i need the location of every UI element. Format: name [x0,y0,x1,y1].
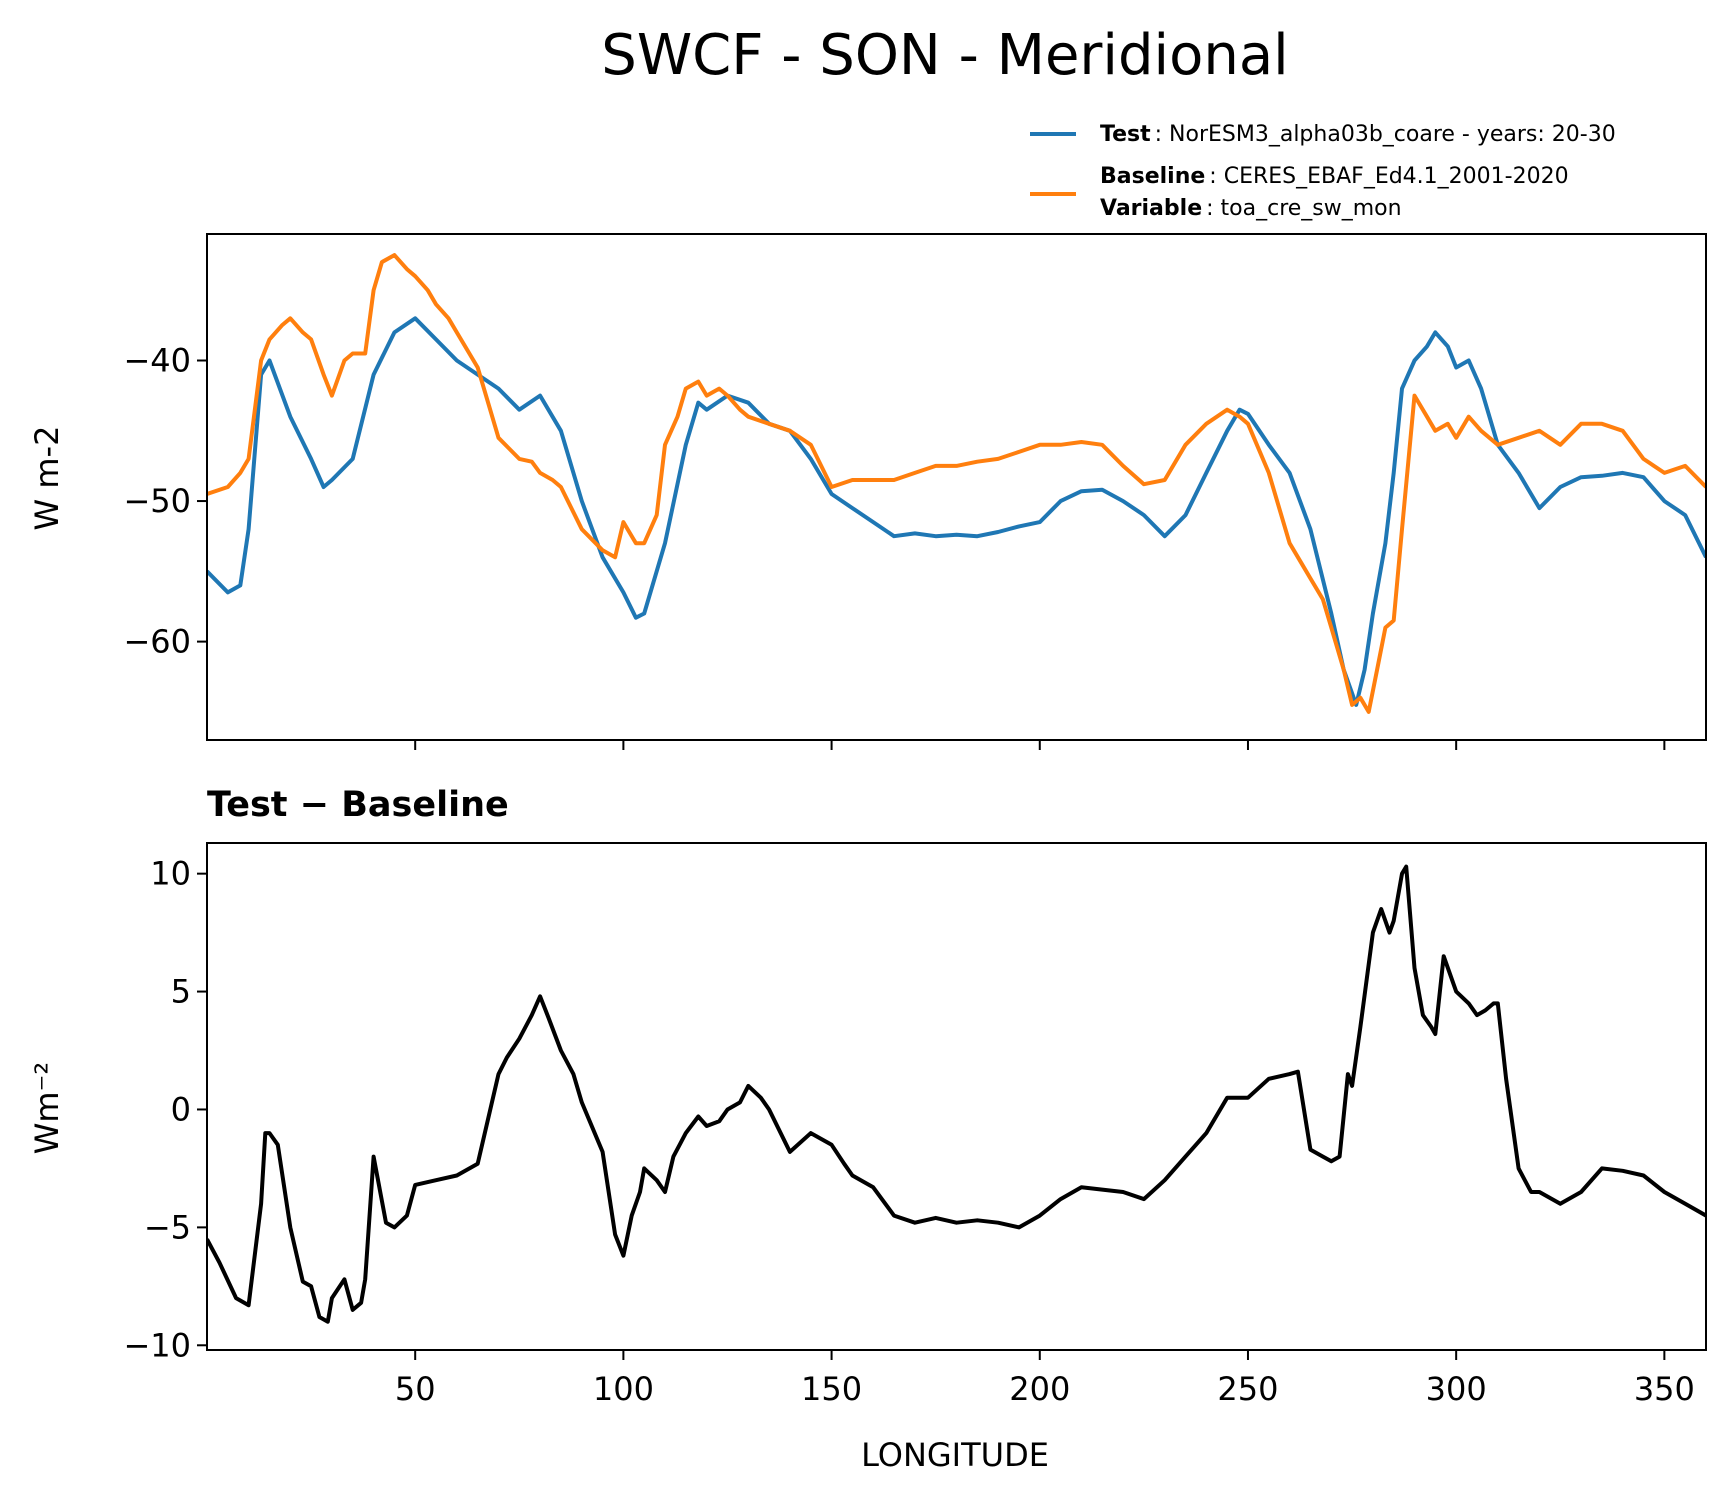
legend-baseline-label: Baseline: CERES_EBAF_Ed4.1_2001-2020 [1100,164,1569,189]
legend-test-key: Test [1100,122,1151,147]
top-ytick-label: −40 [123,342,191,380]
bottom-xtick-label: 50 [395,1370,436,1408]
figure-title: SWCF - SON - Meridional [601,23,1288,88]
bottom-panel: Test − Baseline Wm⁻² LONGITUDE 1050−5−10… [28,785,1707,1474]
top-ytick-label: −60 [123,623,191,661]
legend: Test: NorESM3_alpha03b_coare - years: 20… [1030,122,1616,221]
legend-variable-value: : toa_cre_sw_mon [1206,196,1401,221]
top-panel: W m-2 −40 −50 −60 [28,233,1707,750]
top-axes-frame [206,233,1707,741]
top-ytick-label: −50 [123,482,191,520]
legend-baseline-value: : CERES_EBAF_Ed4.1_2001-2020 [1209,164,1568,189]
bottom-title: Test − Baseline [207,785,509,825]
legend-variable-label: Variable: toa_cre_sw_mon [1100,196,1402,221]
bottom-ytick-label: 5 [171,973,191,1011]
legend-test-label: Test: NorESM3_alpha03b_coare - years: 20… [1100,122,1616,147]
bottom-xtick-label: 200 [1009,1370,1070,1408]
bottom-ytick-label: −5 [144,1208,191,1246]
bottom-ytick-label: −10 [123,1326,191,1364]
bottom-xlabel: LONGITUDE [861,1436,1049,1474]
top-series-baseline [207,253,1706,714]
legend-test-value: : NorESM3_alpha03b_coare - years: 20-30 [1155,122,1616,147]
legend-variable-key: Variable [1100,196,1202,221]
bottom-xtick-label: 150 [801,1370,862,1408]
bottom-xtick-label: 350 [1634,1370,1695,1408]
legend-baseline-key: Baseline [1100,164,1205,189]
bottom-ytick-label: 0 [171,1090,191,1128]
bottom-xtick-label: 250 [1217,1370,1278,1408]
bottom-ylabel: Wm⁻² [28,1062,66,1155]
bottom-xtick-label: 100 [593,1370,654,1408]
bottom-axes-frame [206,842,1707,1351]
top-ylabel: W m-2 [28,426,66,531]
top-series-test [207,316,1706,707]
bottom-series-test-baseline [207,864,1706,1324]
bottom-xtick-label: 300 [1426,1370,1487,1408]
bottom-ytick-label: 10 [150,855,191,893]
